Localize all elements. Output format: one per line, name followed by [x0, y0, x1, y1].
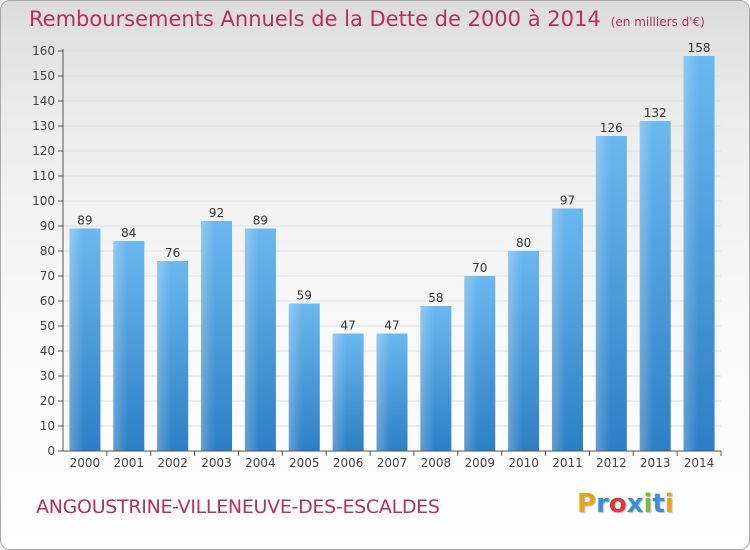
x-tick-label: 2011 — [552, 456, 583, 470]
y-tick-label: 130 — [32, 119, 55, 133]
bar-highlight — [420, 306, 435, 451]
bar-highlight — [551, 208, 566, 451]
bar-value-label: 84 — [121, 226, 136, 240]
logo-letter: x — [626, 489, 644, 519]
proxiti-logo: Proxiti — [577, 489, 674, 519]
y-tick-label: 30 — [40, 369, 55, 383]
bar-highlight — [113, 241, 128, 451]
logo-letter: i — [643, 489, 653, 519]
bar-value-label: 47 — [384, 319, 399, 333]
x-tick-label: 2003 — [201, 456, 232, 470]
y-tick-label: 150 — [32, 69, 55, 83]
y-tick-label: 110 — [32, 169, 55, 183]
bar-highlight — [683, 56, 698, 451]
x-tick-label: 2001 — [114, 456, 145, 470]
bar-value-label: 89 — [77, 214, 92, 228]
y-tick-label: 120 — [32, 144, 55, 158]
logo-letter: t — [652, 489, 665, 519]
bar-value-label: 58 — [428, 291, 443, 305]
axis-layer: 0 10 20 30 40 50 60 70 80 90 100 110 120 130 140 150 160… — [32, 44, 722, 470]
y-tick-label: 40 — [40, 344, 55, 358]
bar-value-label: 158 — [688, 41, 711, 55]
y-tick-label: 140 — [32, 94, 55, 108]
x-tick-label: 2007 — [377, 456, 408, 470]
bar-highlight — [201, 221, 215, 451]
x-tick-label: 2009 — [464, 456, 495, 470]
bar-highlight — [639, 121, 654, 451]
bar-highlight — [508, 251, 523, 451]
y-tick-label: 70 — [40, 269, 55, 283]
x-tick-label: 2000 — [70, 456, 101, 470]
bar-value-label: 80 — [516, 236, 531, 250]
bar-highlight — [69, 228, 84, 451]
bar-value-label: 97 — [560, 194, 575, 208]
bar-value-label: 126 — [600, 121, 623, 135]
bar-highlight — [332, 333, 347, 451]
bar-value-label: 92 — [209, 206, 224, 220]
x-tick-label: 2012 — [596, 456, 627, 470]
bar-value-label: 76 — [165, 246, 180, 260]
x-tick-label: 2008 — [421, 456, 452, 470]
y-tick-label: 60 — [40, 294, 55, 308]
x-tick-label: 2014 — [684, 456, 715, 470]
y-tick-label: 160 — [32, 44, 55, 58]
x-tick-label: 2002 — [157, 456, 188, 470]
y-tick-label: 20 — [40, 394, 55, 408]
y-tick-label: 10 — [40, 419, 55, 433]
y-tick-label: 100 — [32, 194, 55, 208]
x-tick-label: 2013 — [640, 456, 671, 470]
bar-highlight — [288, 303, 303, 451]
logo-letter: P — [577, 489, 597, 519]
bar-highlight — [244, 228, 259, 451]
bar-value-label: 47 — [340, 319, 355, 333]
bar-value-label: 89 — [253, 214, 268, 228]
y-tick-label: 0 — [47, 444, 55, 458]
x-tick-label: 2005 — [289, 456, 320, 470]
bar-highlight — [595, 136, 610, 451]
x-tick-label: 2010 — [508, 456, 539, 470]
chart-title: Remboursements Annuels de la Dette de 20… — [29, 7, 705, 31]
bar-layer — [69, 56, 715, 451]
logo-letter: o — [608, 489, 627, 519]
chart-title-text: Remboursements Annuels de la Dette de 20… — [29, 7, 601, 31]
bar-highlight — [157, 261, 172, 451]
value-label-layer: 89 84 76 92 89 59 47 47 58 70 80 97 126 132 158 — [77, 41, 710, 333]
x-tick-label: 2006 — [333, 456, 364, 470]
chart-subtitle: (en milliers d'€) — [610, 15, 705, 29]
logo-letter: r — [596, 489, 609, 519]
commune-name: ANGOUSTRINE-VILLENEUVE-DES-ESCALDES — [36, 496, 440, 518]
x-tick-label: 2004 — [245, 456, 276, 470]
bar-value-label: 59 — [297, 289, 312, 303]
bar-value-label: 132 — [644, 106, 667, 120]
y-tick-label: 50 — [40, 319, 55, 333]
y-tick-label: 90 — [40, 219, 55, 233]
y-tick-label: 80 — [40, 244, 55, 258]
logo-letter: i — [664, 489, 674, 519]
bar-highlight — [376, 333, 391, 451]
bar-value-label: 70 — [472, 261, 487, 275]
bar-highlight — [464, 276, 479, 451]
